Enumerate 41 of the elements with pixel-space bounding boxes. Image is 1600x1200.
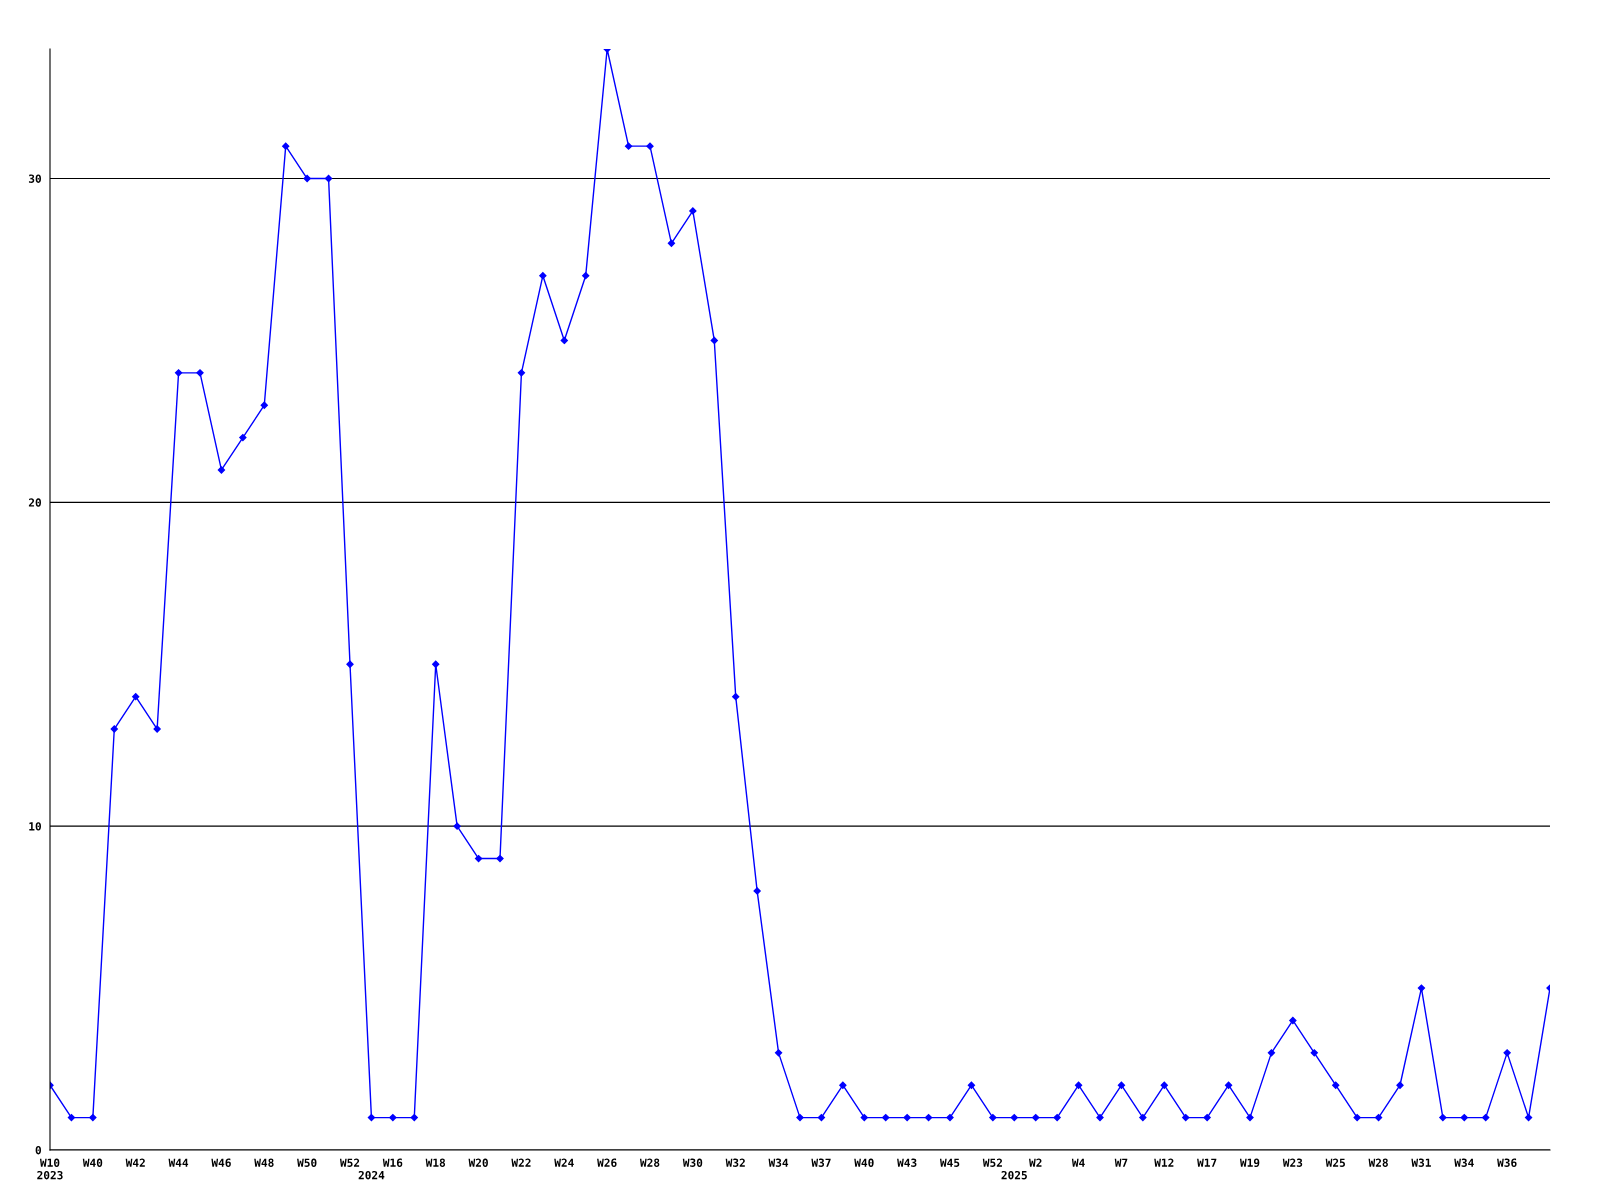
x-tick-label: W36 [1497, 1158, 1517, 1167]
x-tick-label: W26 [597, 1158, 617, 1167]
x-tick-label: 2025 [1001, 1170, 1027, 1180]
x-tick-label: W48 [254, 1158, 274, 1167]
x-tick-label: W31 [1411, 1158, 1431, 1167]
x-tick-label: W22 [511, 1158, 531, 1167]
x-tick-label: W42 [125, 1158, 145, 1167]
x-tick-label: W28 [1368, 1158, 1388, 1167]
x-tick-label: W52 [339, 1158, 360, 1167]
x-tick-label: W40 [854, 1158, 874, 1167]
x-tick-label: W32 [725, 1158, 745, 1167]
x-tick-label: W23 [1282, 1158, 1303, 1167]
x-tick-label: W12 [1154, 1158, 1174, 1167]
x-tick-label: W2 [1029, 1158, 1042, 1167]
y-tick-label: 0 [35, 1145, 41, 1155]
x-tick-label: W34 [1454, 1158, 1474, 1167]
x-tick-label: W25 [1325, 1158, 1345, 1167]
x-tick-label: W37 [811, 1158, 831, 1167]
x-tick-label: W24 [554, 1158, 574, 1167]
x-tick-label: W40 [82, 1158, 103, 1167]
x-tick-label: W52 [982, 1158, 1002, 1167]
y-tick-label: 20 [28, 498, 41, 507]
x-tick-label: W20 [468, 1158, 488, 1167]
y-tick-label: 30 [28, 174, 41, 183]
x-tick-label: W43 [897, 1158, 917, 1167]
x-tick-label: W28 [639, 1158, 660, 1167]
x-tick-label: W16 [382, 1158, 403, 1167]
x-tick-label: W10 2023 [37, 1158, 63, 1180]
x-tick-label: 2024 [358, 1170, 385, 1180]
x-tick-label: W17 [1197, 1158, 1217, 1167]
x-tick-label: W18 [425, 1158, 446, 1167]
x-tick-label: W44 [168, 1158, 189, 1167]
x-tick-label: W7 [1114, 1158, 1128, 1167]
x-tick-label: W34 [768, 1158, 789, 1167]
x-tick-label: W46 [211, 1158, 231, 1167]
y-tick-label: 10 [29, 822, 41, 831]
x-tick-label: W19 [1239, 1158, 1260, 1167]
x-tick-label: W45 [939, 1158, 960, 1167]
x-tick-label: W4 [1071, 1158, 1085, 1167]
x-tick-label: W50 [297, 1158, 317, 1167]
x-tick-label: W30 [682, 1158, 703, 1167]
